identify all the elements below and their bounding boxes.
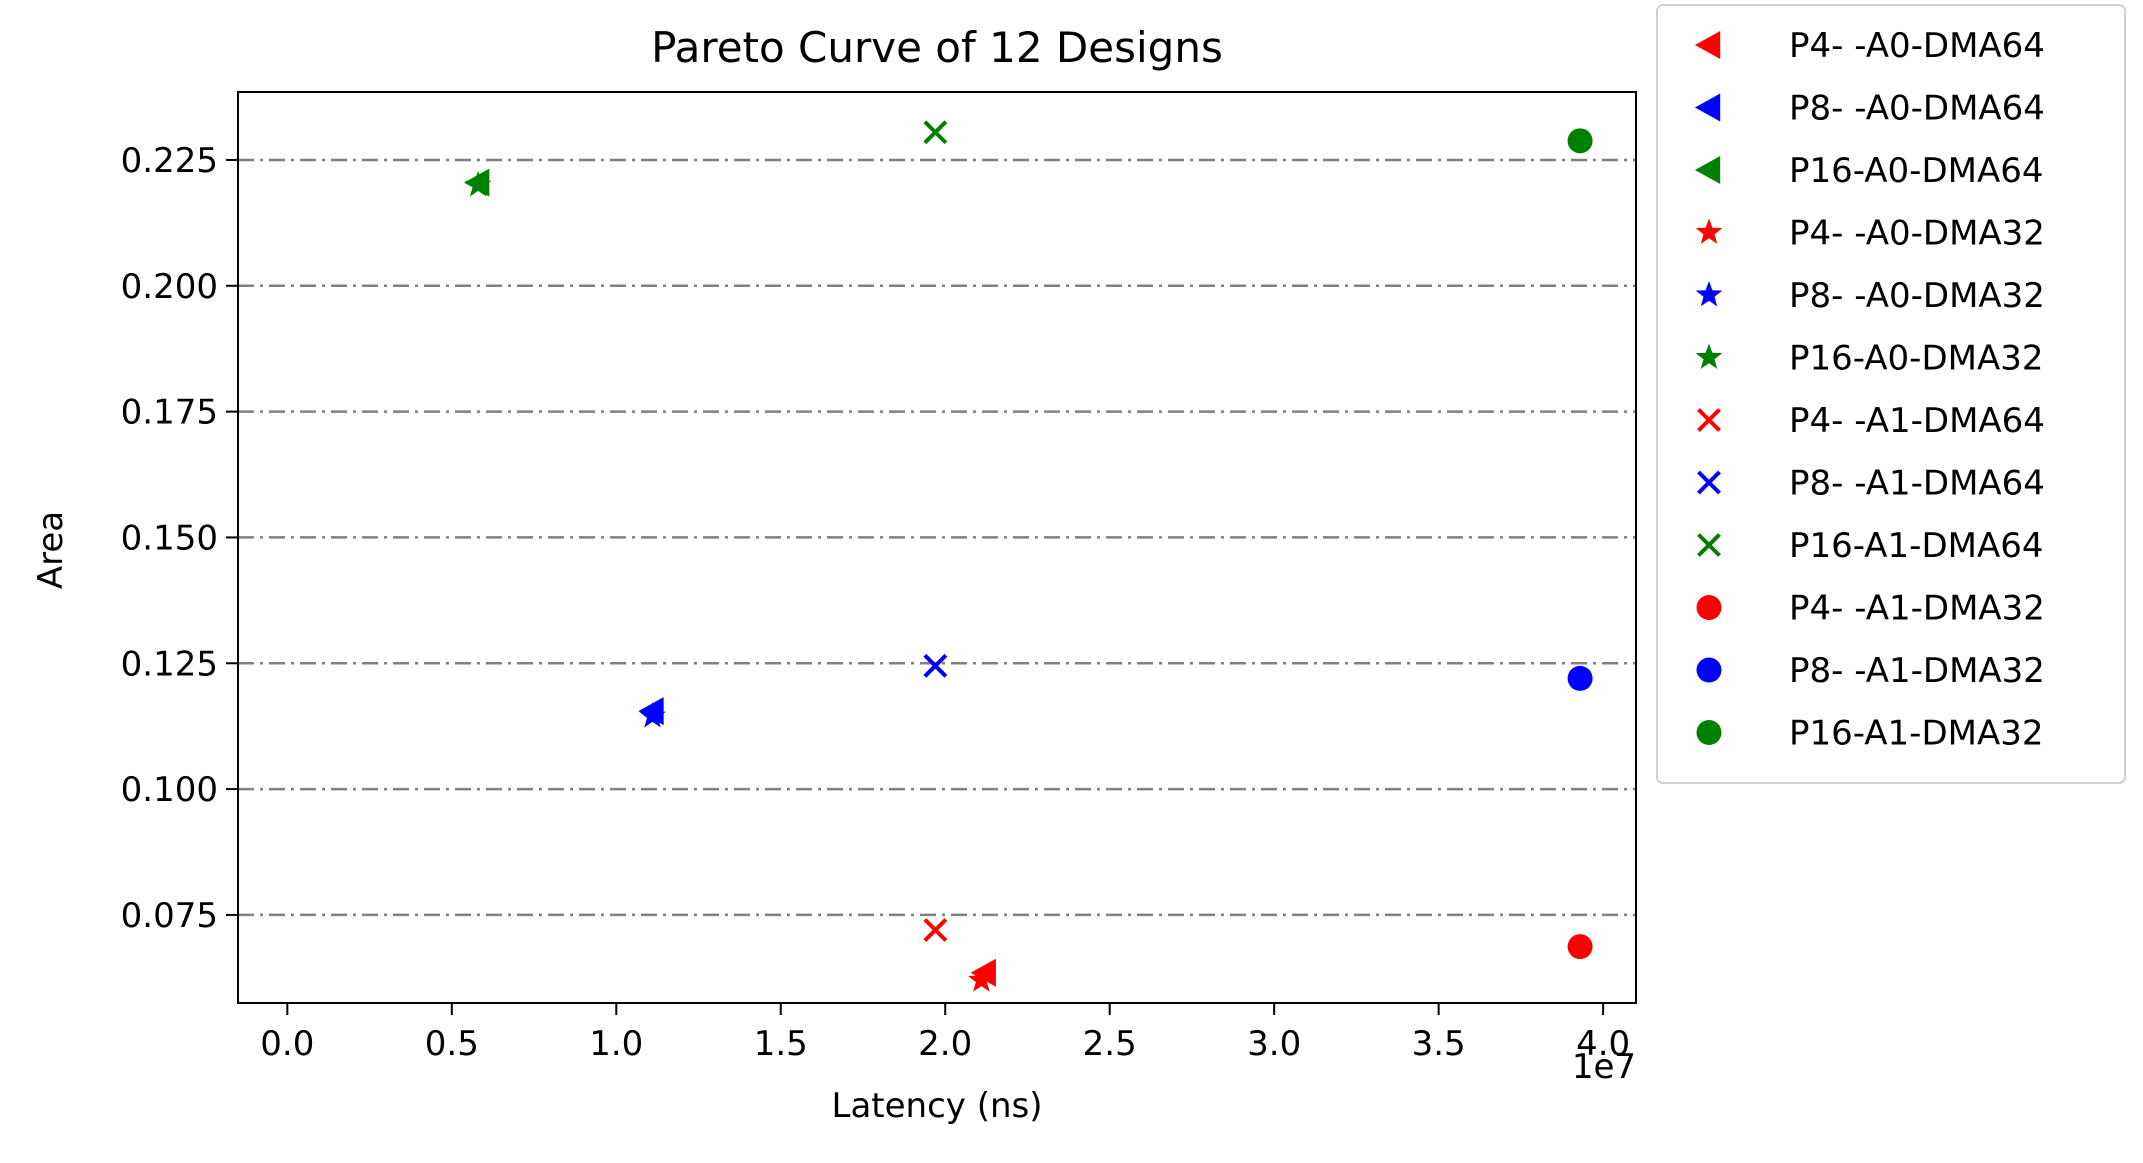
x-tick-label-6: 3.0	[1247, 1024, 1301, 1064]
point-9-0	[1567, 934, 1593, 960]
x-tick-label-4: 2.0	[918, 1024, 972, 1064]
point-3-0	[968, 966, 995, 992]
legend-marker-10	[1696, 657, 1722, 683]
legend-label-11: P16-A1-DMA32	[1789, 714, 2044, 754]
legend-label-8: P16-A1-DMA64	[1789, 526, 2044, 566]
legend-marker-8	[1697, 533, 1721, 557]
legend-label-7: P8- -A1-DMA64	[1789, 464, 2045, 504]
legend-marker-0	[1695, 31, 1721, 59]
point-4-0	[639, 702, 666, 728]
y-axis-label: Area	[31, 511, 71, 589]
x-axis-label: Latency (ns)	[832, 1086, 1043, 1126]
legend-marker-4	[1695, 281, 1723, 307]
x-axis-offset-label: 1e7	[1572, 1047, 1636, 1087]
y-tick-label-3: 0.150	[121, 518, 218, 558]
legend-label-3: P4- -A0-DMA32	[1789, 214, 2045, 254]
legend-marker-2	[1695, 156, 1721, 184]
legend-label-10: P8- -A1-DMA32	[1789, 651, 2045, 691]
legend-label-2: P16-A0-DMA64	[1789, 151, 2044, 191]
y-tick-label-2: 0.125	[121, 644, 218, 684]
y-tick-label-4: 0.175	[121, 393, 218, 433]
legend-label-4: P8- -A0-DMA32	[1789, 276, 2045, 316]
point-11-0	[1567, 128, 1593, 154]
point-8-0	[923, 120, 948, 145]
point-6-0	[923, 918, 948, 942]
legend-marker-11	[1696, 720, 1722, 745]
legend-marker-6	[1697, 408, 1721, 432]
legend-marker-1	[1695, 93, 1721, 122]
legend-box	[1656, 4, 2126, 784]
y-tick-label-1: 0.100	[121, 770, 218, 810]
x-tick-label-7: 3.5	[1412, 1024, 1466, 1064]
x-tick-label-3: 1.5	[754, 1024, 808, 1064]
legend-label-6: P4- -A1-DMA64	[1789, 401, 2045, 441]
legend-label-0: P4- -A0-DMA64	[1789, 26, 2045, 66]
legend-label-9: P4- -A1-DMA32	[1789, 589, 2045, 629]
legend-marker-9	[1696, 595, 1722, 620]
point-10-0	[1567, 665, 1593, 691]
x-tick-label-5: 2.5	[1083, 1024, 1137, 1064]
legend-label-5: P16-A0-DMA32	[1789, 339, 2044, 379]
legend-marker-5	[1695, 343, 1723, 369]
plot-frame	[237, 91, 1637, 1004]
point-7-0	[923, 653, 948, 678]
x-tick-label-1: 0.5	[425, 1024, 479, 1064]
point-5-0	[464, 171, 492, 197]
x-tick-label-0: 0.0	[260, 1024, 314, 1064]
legend-label-1: P8- -A0-DMA64	[1789, 89, 2045, 129]
chart-title: Pareto Curve of 12 Designs	[651, 23, 1223, 72]
y-tick-label-6: 0.225	[121, 141, 218, 181]
legend-marker-3	[1695, 218, 1723, 244]
y-tick-label-0: 0.075	[121, 896, 218, 936]
y-tick-label-5: 0.200	[121, 267, 218, 307]
legend-marker-7	[1697, 470, 1721, 495]
x-tick-label-2: 1.0	[589, 1024, 643, 1064]
x-tick-label-8: 4.0	[1576, 1024, 1630, 1064]
